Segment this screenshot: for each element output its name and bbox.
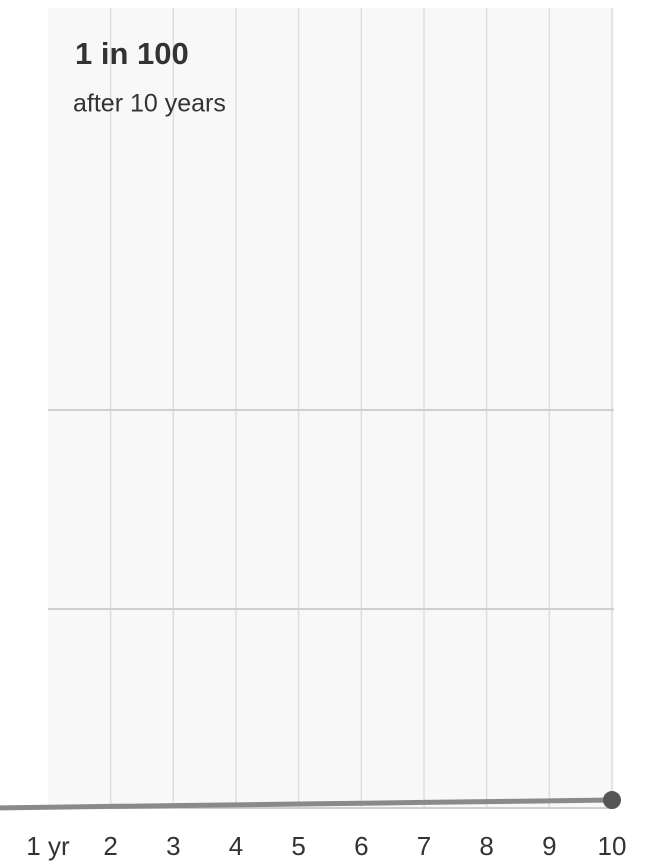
marks [0, 791, 621, 811]
chart-subtitle: after 10 years [73, 90, 226, 118]
data-line [0, 797, 613, 811]
grid [48, 8, 614, 809]
x-tick-label: 1 yr [26, 831, 70, 861]
x-tick-label: 3 [166, 831, 180, 861]
chart-title: 1 in 100 [75, 36, 189, 71]
end-dot [603, 791, 621, 810]
x-tick-label: 2 [103, 831, 117, 861]
x-tick-label: 9 [542, 831, 556, 861]
x-tick-label: 4 [229, 831, 243, 861]
x-tick-label: 10 [598, 831, 627, 861]
x-tick-label: 7 [417, 831, 431, 861]
x-tick-label: 8 [479, 831, 493, 861]
x-tick-label: 6 [354, 831, 368, 861]
plot-background [48, 8, 614, 808]
x-tick-label: 5 [291, 831, 305, 861]
